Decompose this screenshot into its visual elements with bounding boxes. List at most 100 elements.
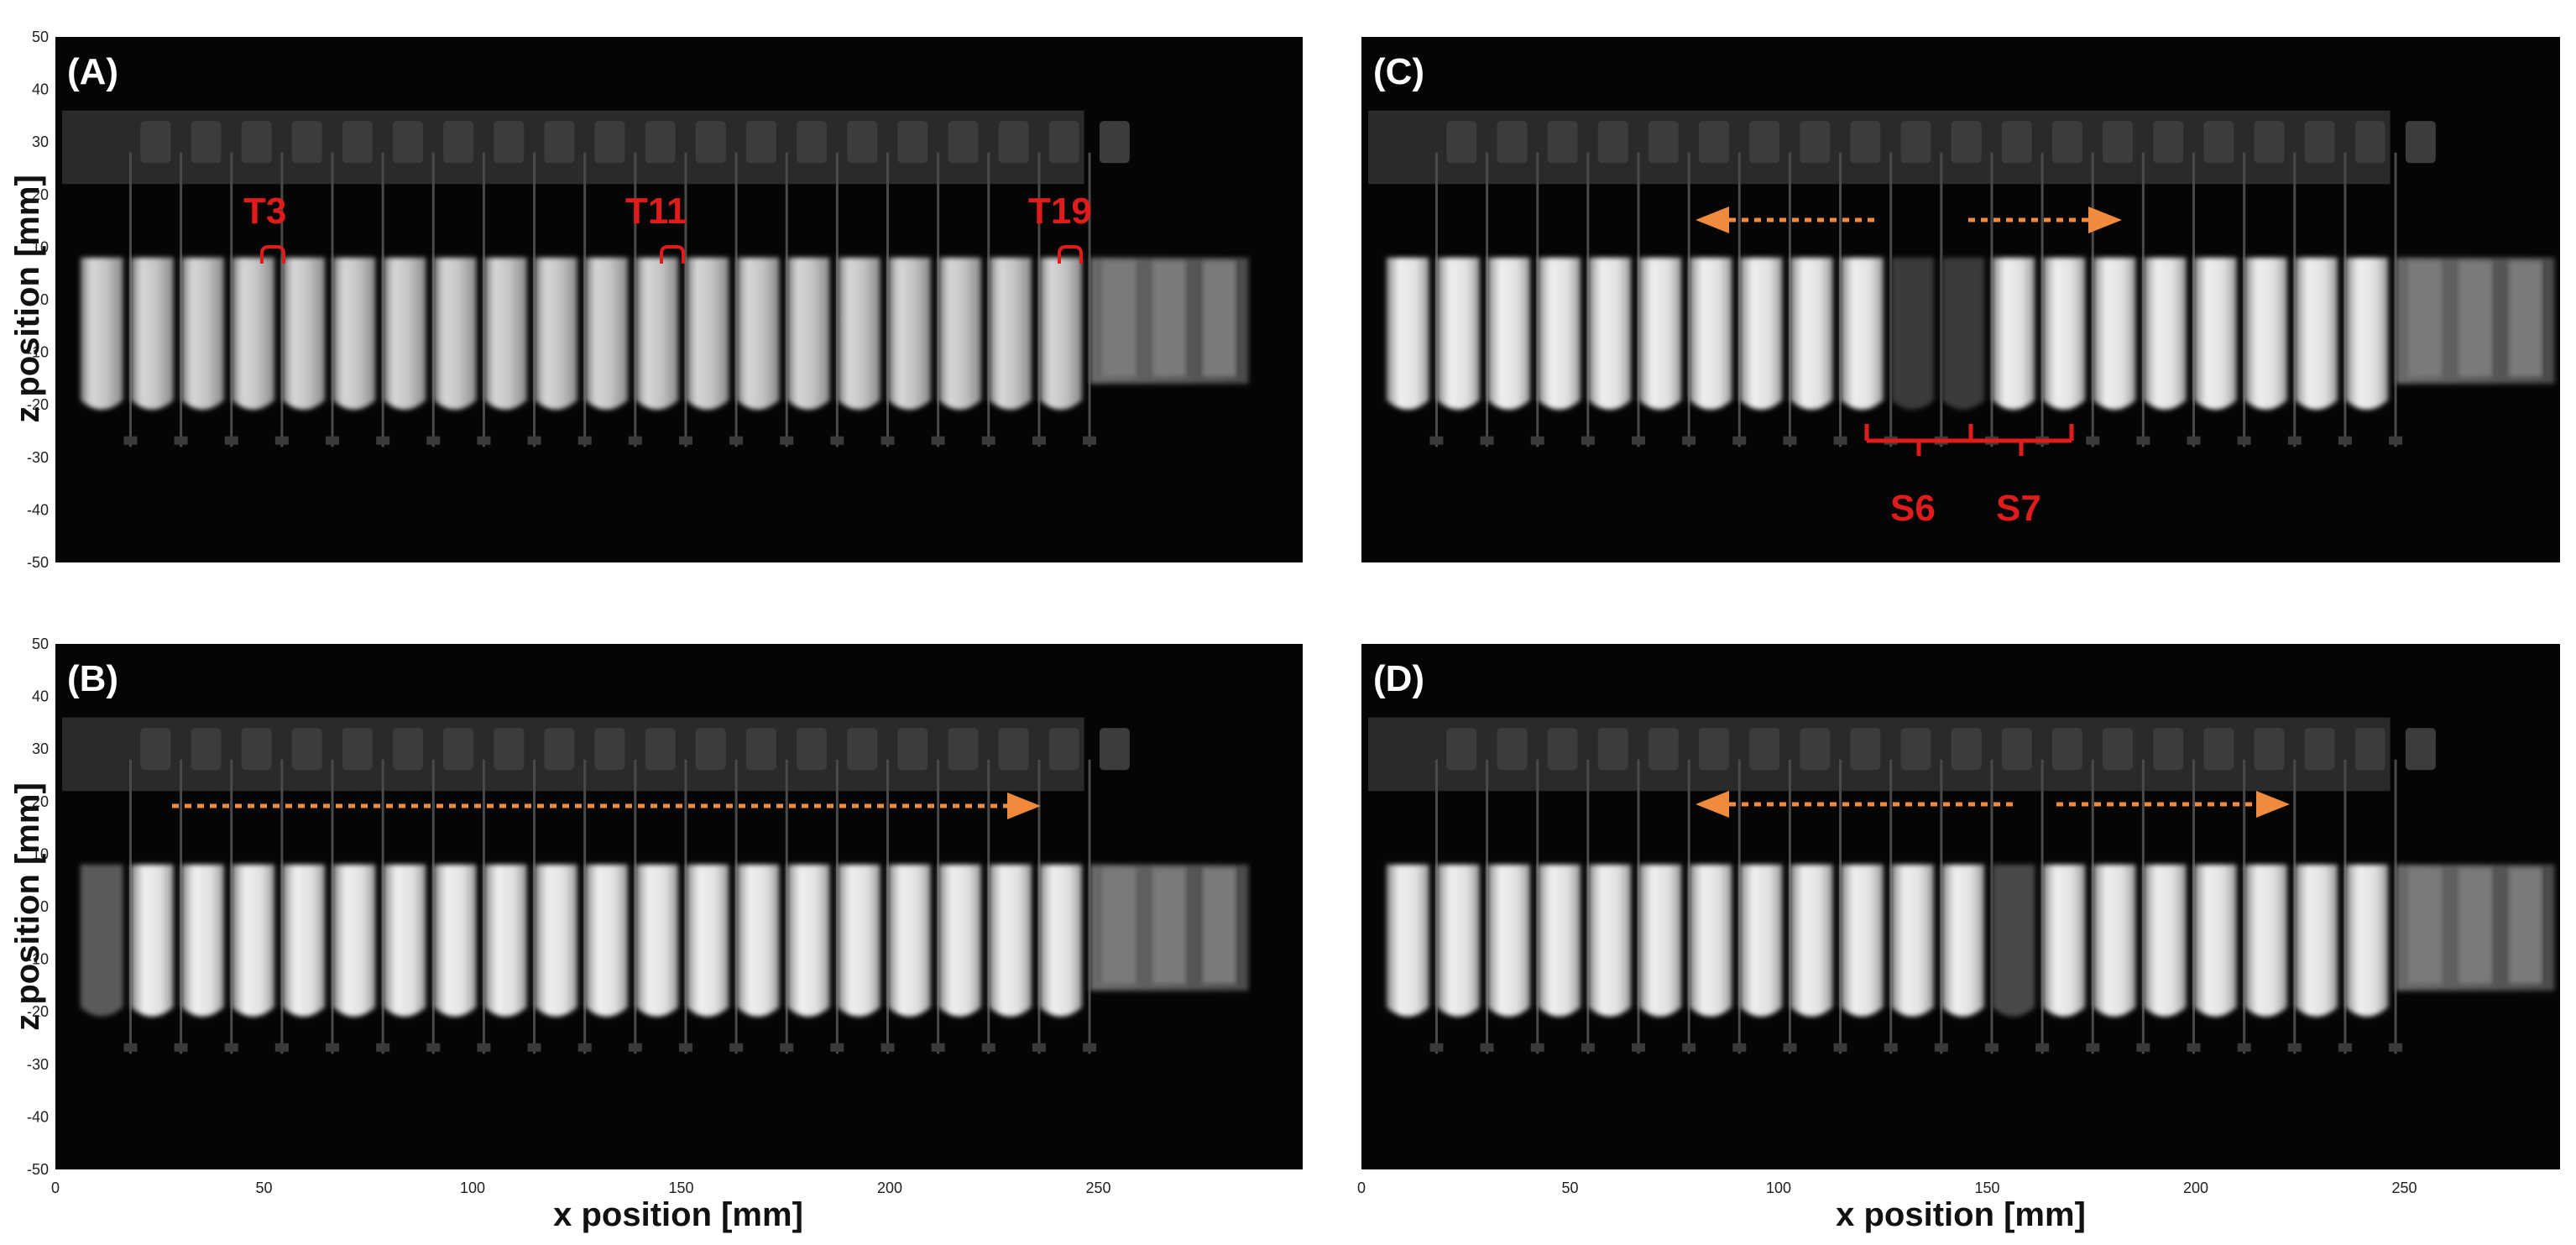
arrow-c-right-head xyxy=(2088,207,2122,233)
vertebra-segment xyxy=(181,864,224,1017)
vertebra-segment xyxy=(1436,864,1480,1017)
vertebra-segment xyxy=(736,864,780,1017)
upper-node xyxy=(2354,728,2385,771)
lower-marker xyxy=(426,436,441,445)
lower-marker xyxy=(1083,1043,1097,1052)
vertebra-segment xyxy=(80,864,123,1017)
vertebra-segment xyxy=(282,257,326,410)
lower-marker xyxy=(1429,1043,1444,1052)
y-tick-label: -20 xyxy=(27,396,49,413)
upper-node xyxy=(645,121,676,164)
upper-node xyxy=(1951,121,1982,164)
vertebra-segment xyxy=(383,864,426,1017)
panel-a: (A) T3 T11 T19 xyxy=(55,37,1303,562)
lower-marker xyxy=(527,1043,541,1052)
vertebra-segment xyxy=(1436,257,1480,410)
upper-node xyxy=(2153,728,2184,771)
upper-node xyxy=(847,121,878,164)
tail-segment xyxy=(2508,867,2542,984)
arrow-d-right-head xyxy=(2256,791,2290,818)
y-tick-label: 20 xyxy=(32,793,49,810)
lower-marker xyxy=(224,436,238,445)
lower-marker xyxy=(729,1043,744,1052)
upper-node xyxy=(1749,121,1780,164)
vertebra-segment xyxy=(1992,864,2035,1017)
x-tick-label: 100 xyxy=(1766,1180,1791,1196)
upper-node xyxy=(745,121,776,164)
lower-marker xyxy=(1884,1043,1898,1052)
lower-marker xyxy=(1984,1043,1999,1052)
x-tick-label: 100 xyxy=(460,1180,485,1196)
y-tick-label: -40 xyxy=(27,1108,49,1125)
lower-marker xyxy=(1732,436,1747,445)
upper-node xyxy=(291,121,322,164)
vertebra-segment xyxy=(1039,864,1083,1017)
tail-segment xyxy=(1202,260,1236,377)
lower-marker xyxy=(1632,1043,1646,1052)
lower-marker xyxy=(2086,436,2100,445)
lower-marker xyxy=(2338,436,2352,445)
vertebra-segment xyxy=(1739,257,1783,410)
y-tick-label: -30 xyxy=(27,449,49,466)
vertebra-segment xyxy=(2093,257,2136,410)
y-tick-label: 10 xyxy=(32,238,49,255)
vertebra-segment xyxy=(2042,864,2086,1017)
annotation-t11: T11 xyxy=(625,191,687,232)
panel-b-label: (B) xyxy=(67,658,118,699)
lower-marker xyxy=(1530,436,1544,445)
upper-node xyxy=(1497,121,1528,164)
vertebra-segment xyxy=(686,864,729,1017)
upper-node xyxy=(1800,121,1831,164)
lower-marker xyxy=(2237,436,2251,445)
segments xyxy=(80,864,1083,1017)
vertebra-segment xyxy=(1638,864,1682,1017)
annotation-t19: T19 xyxy=(1028,191,1092,232)
y-tick-label: -50 xyxy=(27,554,49,571)
tail-segment xyxy=(2408,867,2443,984)
lower-marker xyxy=(174,436,188,445)
x-tick-label: 200 xyxy=(877,1180,902,1196)
vertebra-segment xyxy=(938,257,981,410)
lower-marker xyxy=(477,1043,491,1052)
y-tick-label: 40 xyxy=(32,81,49,98)
lower-marker xyxy=(780,436,794,445)
upper-node xyxy=(897,728,928,771)
panel-c-label: (C) xyxy=(1373,51,1424,92)
vertebra-segment xyxy=(1891,864,1934,1017)
upper-node xyxy=(1099,121,1130,164)
upper-node xyxy=(2153,121,2184,164)
upper-node xyxy=(998,728,1029,771)
panel-d: (D) xyxy=(1361,644,2560,1169)
y-tick-label: 10 xyxy=(32,845,49,862)
vertebra-segment xyxy=(989,257,1032,410)
bracket-t19 xyxy=(1058,245,1083,264)
vertebra-segment xyxy=(2093,864,2136,1017)
y-axis-label-top: z position [mm] xyxy=(9,175,46,423)
y-tick-label: 50 xyxy=(32,636,49,652)
tail-segment xyxy=(2408,260,2443,377)
vertebra-segment xyxy=(383,257,426,410)
vertebra-segment xyxy=(786,257,830,410)
lower-marker xyxy=(123,1043,138,1052)
upper-node xyxy=(797,728,828,771)
upper-node xyxy=(2103,728,2134,771)
lower-marker xyxy=(1032,1043,1046,1052)
upper-node xyxy=(2203,728,2234,771)
upper-node xyxy=(342,121,373,164)
upper-node xyxy=(494,121,525,164)
upper-node xyxy=(897,121,928,164)
upper-node xyxy=(2354,121,2385,164)
vertebra-segment xyxy=(635,257,679,410)
vertebra-segment xyxy=(1538,257,1581,410)
tail-segment xyxy=(1102,867,1136,984)
lower-marker xyxy=(2187,1043,2201,1052)
vertebra-segment xyxy=(1841,864,1884,1017)
vertebra-segment xyxy=(232,864,274,1017)
lower-marker xyxy=(1480,436,1494,445)
upper-node xyxy=(2051,728,2082,771)
vertebra-segment xyxy=(2143,864,2187,1017)
lower-marker xyxy=(780,1043,794,1052)
vertebra-segment xyxy=(1487,257,1530,410)
lower-marker xyxy=(1732,1043,1747,1052)
